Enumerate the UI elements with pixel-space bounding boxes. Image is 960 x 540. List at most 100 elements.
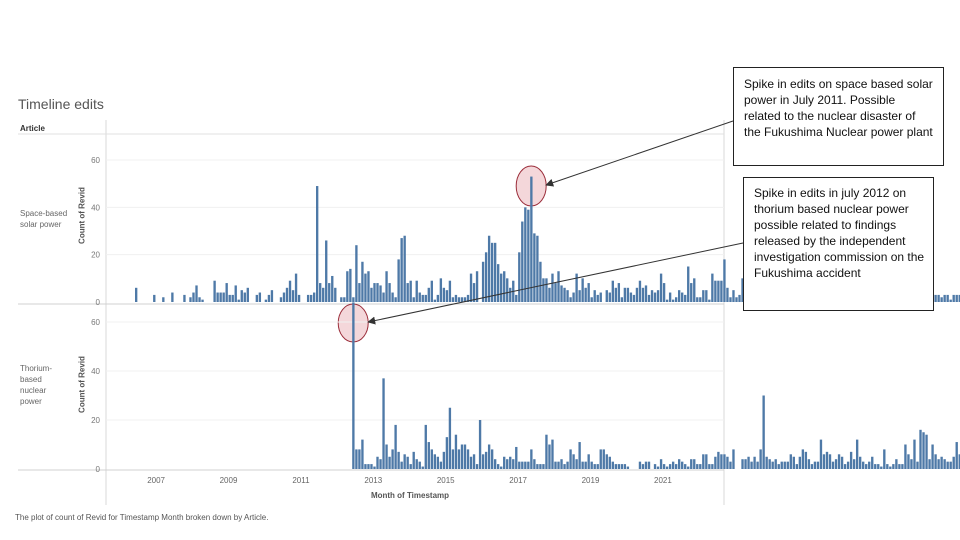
bar xyxy=(400,461,403,469)
bar xyxy=(373,466,376,469)
bar xyxy=(527,461,530,469)
bar xyxy=(497,464,500,469)
bar xyxy=(913,439,916,469)
bar xyxy=(500,466,503,469)
bar xyxy=(258,292,262,302)
bar xyxy=(789,454,792,469)
bar xyxy=(231,294,234,302)
bar xyxy=(865,464,868,469)
bar xyxy=(617,283,621,302)
bar xyxy=(545,434,548,469)
bar xyxy=(949,461,952,469)
bar xyxy=(792,456,795,469)
bar xyxy=(487,444,491,469)
bar xyxy=(554,461,557,469)
bar xyxy=(506,278,509,302)
bar xyxy=(388,283,391,302)
bar xyxy=(355,245,358,302)
bar xyxy=(569,297,572,302)
bar xyxy=(246,287,249,302)
bar xyxy=(687,266,690,302)
bar xyxy=(484,451,488,469)
bar xyxy=(478,420,482,469)
bar xyxy=(569,449,572,469)
bar xyxy=(536,235,539,302)
bar xyxy=(596,294,599,302)
bar xyxy=(729,297,732,302)
bar xyxy=(219,292,222,302)
bar xyxy=(726,287,729,302)
bar xyxy=(557,271,560,302)
bar xyxy=(919,429,922,469)
bar xyxy=(626,466,630,469)
bar xyxy=(714,456,717,469)
bar xyxy=(424,294,427,302)
bar xyxy=(943,459,946,469)
bar xyxy=(614,287,618,302)
bar xyxy=(768,459,771,469)
bar xyxy=(880,466,883,469)
bar xyxy=(457,449,461,469)
bar xyxy=(171,292,174,302)
bar xyxy=(952,456,955,469)
bar xyxy=(807,459,811,469)
bar xyxy=(367,464,370,469)
annotation-arrow-space-solar xyxy=(545,120,734,187)
bar xyxy=(255,294,259,302)
bar xyxy=(391,292,394,302)
bar xyxy=(243,292,246,302)
bar xyxy=(475,271,479,302)
bar xyxy=(373,283,376,302)
bar xyxy=(925,434,928,469)
bar xyxy=(361,439,364,469)
bar xyxy=(490,449,494,469)
bar xyxy=(831,461,835,469)
bar xyxy=(451,449,455,469)
bar xyxy=(379,285,382,302)
bar xyxy=(922,432,925,469)
bar xyxy=(334,287,337,302)
bar xyxy=(765,456,768,469)
x-tick-label: 2017 xyxy=(509,476,527,485)
bar xyxy=(364,273,367,302)
bar xyxy=(762,395,765,469)
bar xyxy=(183,294,186,302)
bar xyxy=(201,299,204,302)
annotation-space-solar: Spike in edits on space based solar powe… xyxy=(733,67,944,166)
bar xyxy=(732,290,735,302)
bar xyxy=(545,278,548,302)
y-tick-label: 0 xyxy=(96,298,101,307)
bar xyxy=(590,461,593,469)
bar xyxy=(403,454,406,469)
bar xyxy=(228,294,231,302)
bar xyxy=(400,238,403,302)
bar xyxy=(397,259,400,302)
y-tick-label: 20 xyxy=(91,251,100,260)
bar xyxy=(527,209,530,302)
bar xyxy=(671,461,675,469)
bar xyxy=(741,278,744,302)
bar xyxy=(433,299,437,302)
bar xyxy=(813,461,817,469)
bar xyxy=(632,294,636,302)
bar xyxy=(370,287,373,302)
bar xyxy=(439,278,443,302)
bar xyxy=(946,461,949,469)
bar xyxy=(234,285,237,302)
bar xyxy=(668,292,672,302)
bar xyxy=(548,287,551,302)
bar xyxy=(361,261,364,302)
bar xyxy=(732,449,735,469)
bar xyxy=(599,449,602,469)
bar xyxy=(843,464,847,469)
bar xyxy=(874,464,877,469)
bar xyxy=(340,297,343,302)
bar xyxy=(744,459,747,469)
bar xyxy=(460,444,464,469)
bar xyxy=(503,271,506,302)
bar xyxy=(472,283,476,302)
bar xyxy=(605,454,608,469)
bar xyxy=(620,464,624,469)
bar xyxy=(708,299,711,302)
bar xyxy=(312,292,316,302)
